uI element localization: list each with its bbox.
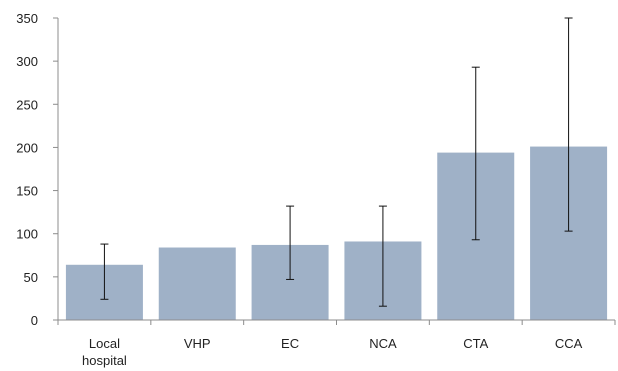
y-tick-label: 0	[31, 313, 38, 328]
x-category-label: NCA	[369, 336, 397, 351]
x-category-label: CCA	[555, 336, 583, 351]
y-tick-label: 300	[16, 54, 38, 69]
x-category-label: CTA	[463, 336, 488, 351]
y-tick-label: 350	[16, 11, 38, 26]
y-tick-label: 150	[16, 184, 38, 199]
y-axis-ticks: 0 50 100 150 200 250 300 350	[16, 11, 58, 328]
x-category-label: EC	[281, 336, 299, 351]
bar	[158, 247, 236, 320]
y-tick-label: 100	[16, 227, 38, 242]
y-tick-label: 250	[16, 97, 38, 112]
y-tick-label: 200	[16, 140, 38, 155]
x-category-label: VHP	[184, 336, 211, 351]
x-category-label: Local hospital	[82, 336, 127, 368]
bars	[65, 146, 608, 320]
x-axis-labels: Local hospital VHP EC NCA CTA CCA	[82, 336, 583, 368]
error-bars	[100, 17, 573, 307]
axes	[57, 18, 616, 325]
y-tick-label: 50	[24, 270, 38, 285]
